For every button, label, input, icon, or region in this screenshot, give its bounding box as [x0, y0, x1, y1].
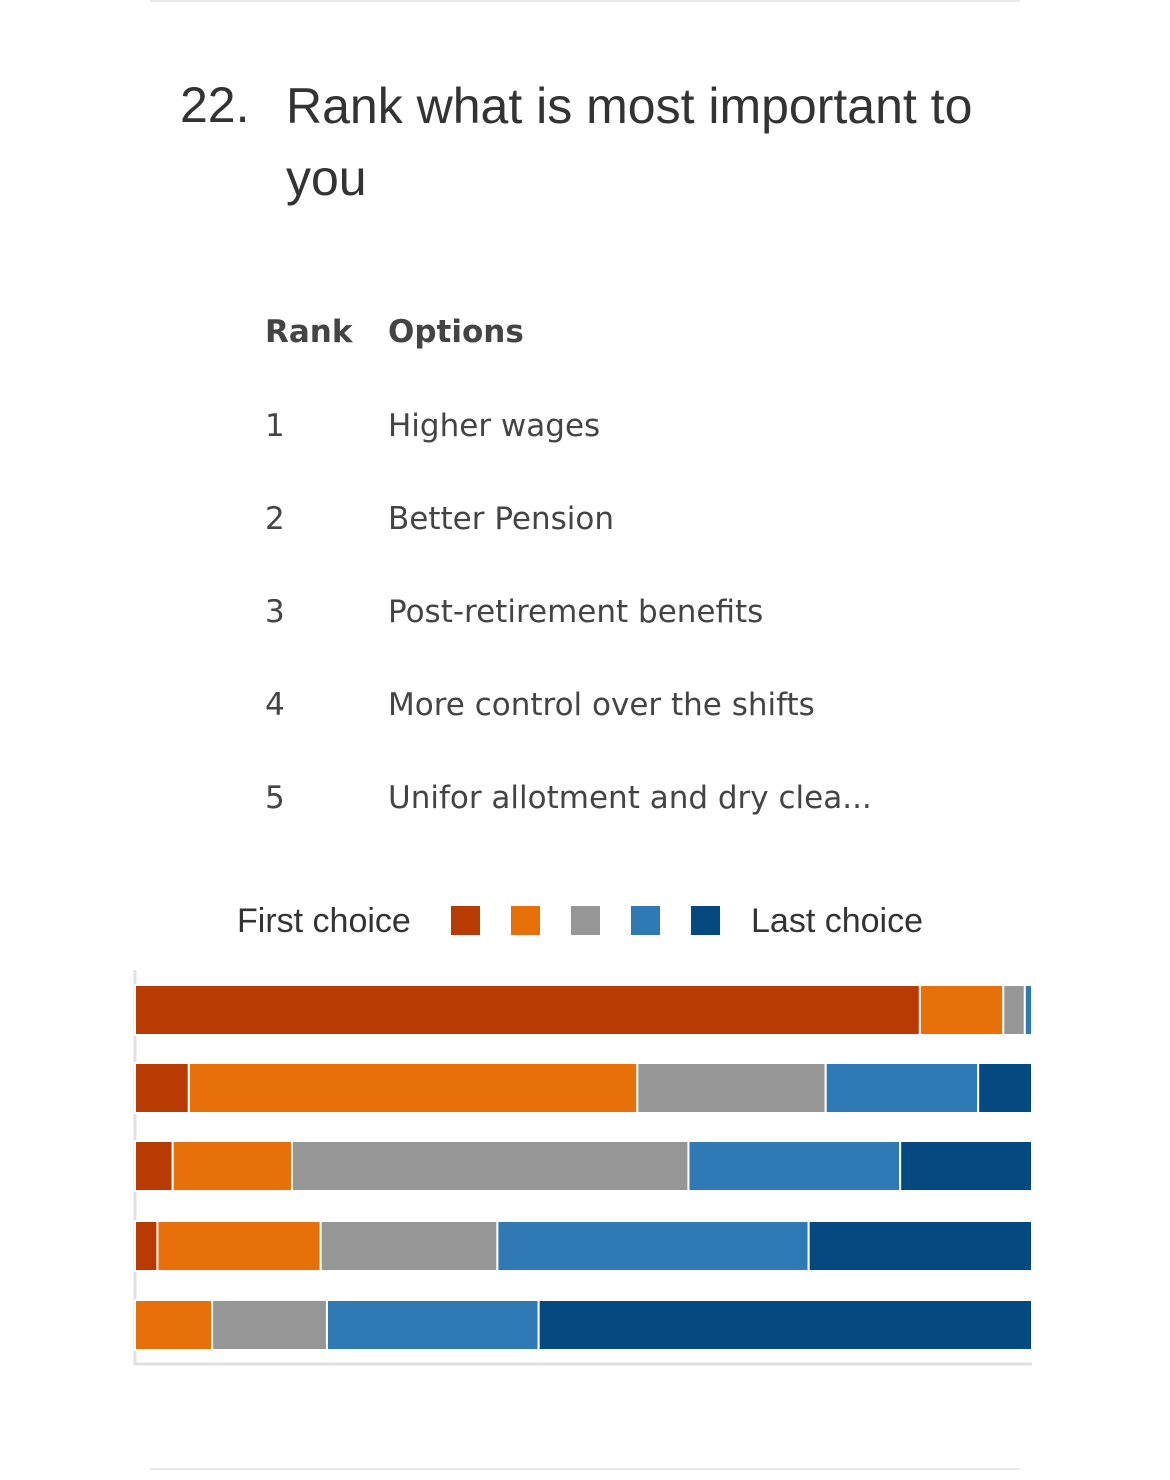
rank-row: 3 Post-retirement benefits	[265, 594, 965, 638]
bar-segment-2-choice-1	[134, 1062, 190, 1114]
bar-segment-3-choice-5	[899, 1140, 1033, 1192]
legend-swatch-choice-3	[571, 906, 600, 935]
bar-segment-3-choice-2	[171, 1140, 293, 1192]
rank-option-label: More control over the shifts	[388, 687, 815, 723]
rank-option-label: Higher wages	[388, 408, 601, 444]
bar-segment-5-choice-4	[325, 1299, 540, 1351]
rank-option-label: Better Pension	[388, 501, 615, 537]
legend-first-choice-label: First choice	[237, 902, 411, 940]
rank-number: 3	[265, 594, 285, 630]
rank-number: 1	[265, 408, 285, 444]
bar-segment-5-choice-5	[537, 1299, 1033, 1351]
rank-table-header: Rank Options	[265, 310, 965, 358]
bar-segment-1-choice-4	[1023, 984, 1033, 1036]
bar-segment-1-choice-2	[918, 984, 1005, 1036]
legend-swatch-choice-1	[451, 906, 480, 935]
bar-segment-4-choice-2	[156, 1220, 322, 1272]
bar-segment-2-choice-4	[824, 1062, 980, 1114]
bar-segment-5-choice-3	[211, 1299, 328, 1351]
bar-segment-3-choice-4	[687, 1140, 902, 1192]
legend-swatch-choice-5	[691, 906, 720, 935]
ranking-stacked-bar-chart	[133, 970, 1033, 1366]
legend-swatch-choice-4	[631, 906, 660, 935]
bar-segment-2-choice-2	[187, 1062, 639, 1114]
bar-segment-1-choice-1	[134, 984, 921, 1036]
rank-number: 2	[265, 501, 285, 537]
bar-segment-3-choice-3	[290, 1140, 690, 1192]
rank-row: 4 More control over the shifts	[265, 687, 965, 731]
options-column-header: Options	[388, 314, 524, 350]
rank-number: 4	[265, 687, 285, 723]
legend-last-choice-label: Last choice	[751, 902, 923, 940]
bar-segment-2-choice-3	[636, 1062, 827, 1114]
bar-segment-4-choice-5	[807, 1220, 1033, 1272]
rank-row: 2 Better Pension	[265, 501, 965, 545]
rank-option-label: Post-retirement benefits	[388, 594, 764, 630]
rank-number: 5	[265, 780, 285, 816]
top-divider	[150, 0, 1020, 2]
bar-segment-2-choice-5	[977, 1062, 1033, 1114]
legend-swatch-choice-2	[511, 906, 540, 935]
bar-segment-4-choice-3	[319, 1220, 499, 1272]
rank-column-header: Rank	[265, 314, 353, 350]
rank-row: 5 Unifor allotment and dry clea...	[265, 780, 965, 824]
bar-segment-4-choice-1	[134, 1220, 159, 1272]
rank-table: Rank Options 1 Higher wages 2 Better Pen…	[265, 310, 965, 816]
question-title: Rank what is most important to you	[286, 78, 973, 206]
rank-option-label: Unifor allotment and dry clea...	[388, 780, 872, 816]
bottom-divider	[150, 1468, 1020, 1470]
question-number: 22.	[180, 77, 250, 133]
bar-segment-4-choice-4	[496, 1220, 810, 1272]
rank-row: 1 Higher wages	[265, 408, 965, 452]
bar-segment-5-choice-2	[134, 1299, 214, 1351]
bar-segment-3-choice-1	[134, 1140, 174, 1192]
bar-segment-1-choice-3	[1002, 984, 1026, 1036]
